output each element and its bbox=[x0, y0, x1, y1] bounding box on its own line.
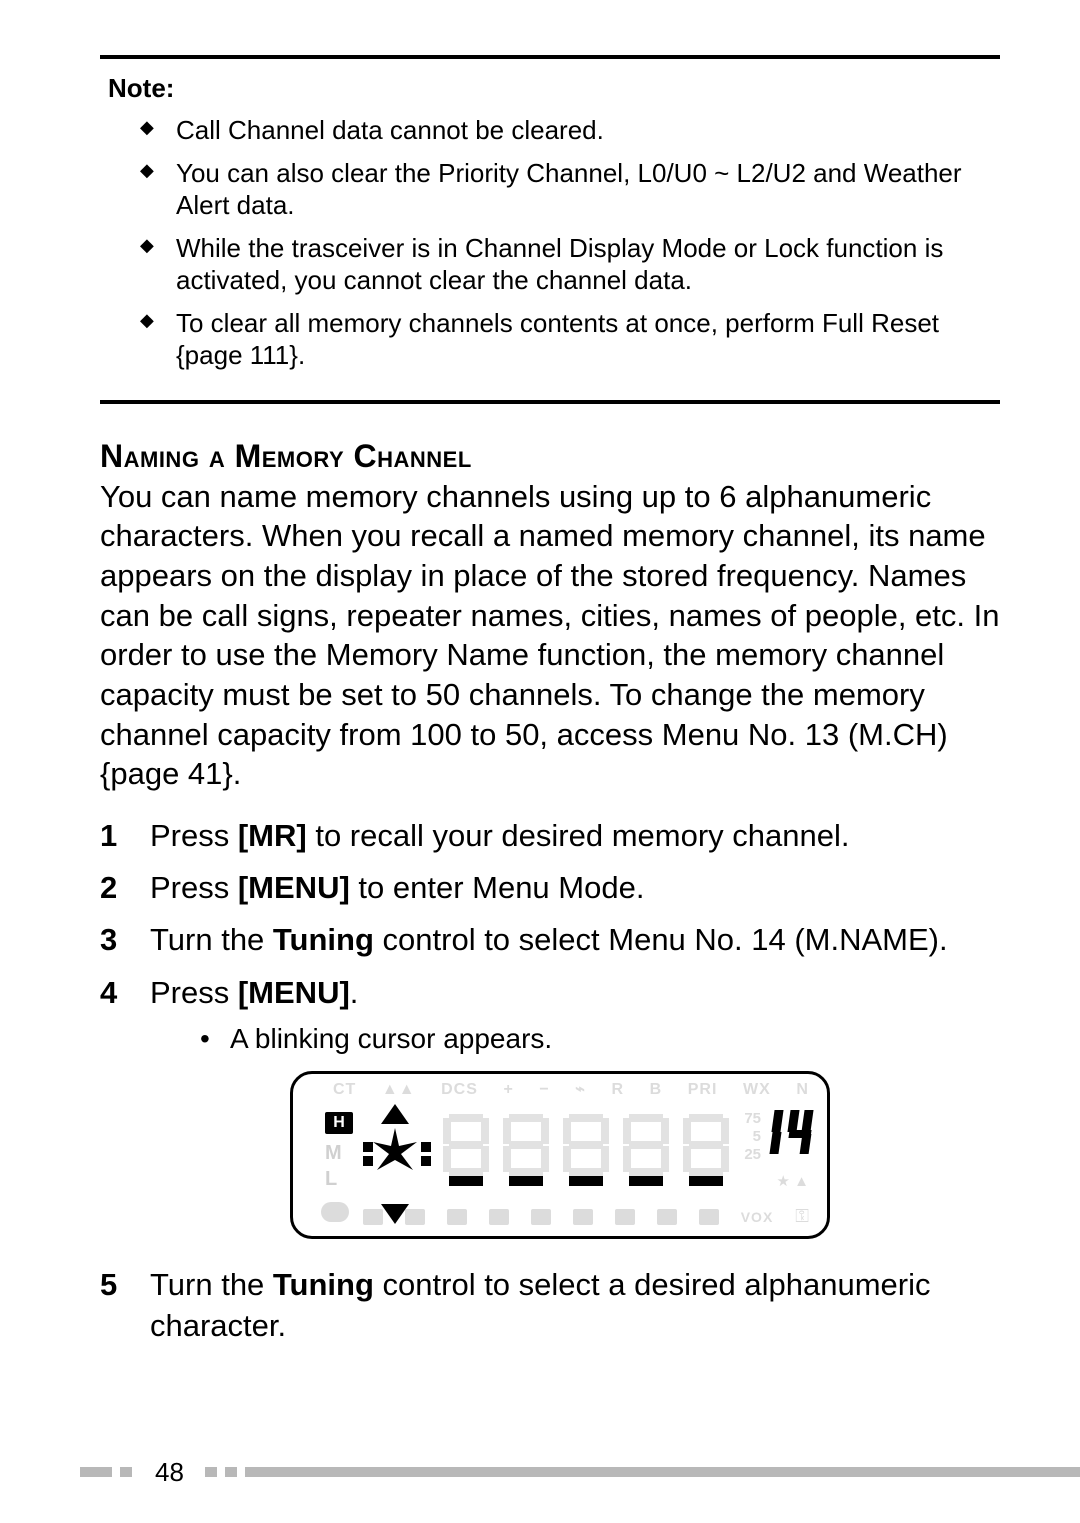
cursor-dash bbox=[509, 1176, 543, 1186]
step-3: Turn the Tuning control to select Menu N… bbox=[100, 920, 1000, 960]
lcd-f-badge bbox=[321, 1202, 349, 1222]
footer-bar bbox=[80, 1467, 112, 1477]
ghost-digit bbox=[443, 1114, 489, 1176]
step-text: Press bbox=[150, 870, 238, 905]
meter-block bbox=[405, 1209, 425, 1225]
lcd-top-indicators: CT ▲▲ DCS + − ⌁ R B PRI WX N bbox=[333, 1080, 809, 1101]
note-box: Note: Call Channel data cannot be cleare… bbox=[100, 55, 1000, 404]
step-text: control to select Menu No. 14 (M.NAME). bbox=[374, 922, 948, 957]
footer-bar bbox=[120, 1467, 132, 1477]
lcd-ind: + bbox=[503, 1080, 513, 1101]
ghost-digit bbox=[623, 1114, 669, 1176]
lcd-ind: R bbox=[611, 1080, 624, 1101]
triangle-up-icon bbox=[381, 1104, 409, 1124]
meter-block bbox=[531, 1209, 551, 1225]
meter-block bbox=[573, 1209, 593, 1225]
lcd-channel-number bbox=[757, 1108, 813, 1166]
cursor-dash bbox=[569, 1176, 603, 1186]
lcd-m-label: M bbox=[325, 1140, 342, 1166]
key-label: Tuning bbox=[273, 922, 374, 957]
meter-block bbox=[699, 1209, 719, 1225]
lcd-ind: DCS bbox=[441, 1080, 478, 1101]
key-label: [MR] bbox=[238, 818, 307, 853]
key-label: Tuning bbox=[273, 1267, 374, 1302]
meter-block bbox=[657, 1209, 677, 1225]
lcd-bottom-row: VOX ⚿ bbox=[363, 1205, 809, 1228]
meter-block bbox=[447, 1209, 467, 1225]
note-list: Call Channel data cannot be cleared. You… bbox=[100, 114, 1000, 372]
ghost-digit bbox=[503, 1114, 549, 1176]
footer-bar bbox=[205, 1467, 217, 1477]
lcd-ind: CT bbox=[333, 1080, 356, 1101]
step-2: Press [MENU] to enter Menu Mode. bbox=[100, 868, 1000, 908]
note-item: You can also clear the Priority Channel,… bbox=[140, 157, 1000, 222]
page-number: 48 bbox=[155, 1457, 184, 1488]
sub-item: A blinking cursor appears. bbox=[200, 1021, 1000, 1057]
digit-4 bbox=[787, 1108, 813, 1156]
page-footer: 48 bbox=[0, 1463, 1080, 1481]
lcd-ghost-digits bbox=[443, 1114, 729, 1176]
cursor-star-icon bbox=[371, 1128, 419, 1176]
lcd-h-badge: H bbox=[325, 1112, 353, 1134]
cursor-tick bbox=[421, 1156, 431, 1166]
step-text: Turn the bbox=[150, 922, 273, 957]
note-item: Call Channel data cannot be cleared. bbox=[140, 114, 1000, 147]
lcd-cursor bbox=[363, 1104, 427, 1194]
steps-list: Press [MR] to recall your desired memory… bbox=[100, 816, 1000, 1346]
sub-list: A blinking cursor appears. bbox=[150, 1021, 1000, 1057]
step-1: Press [MR] to recall your desired memory… bbox=[100, 816, 1000, 856]
lcd-ind: − bbox=[539, 1080, 549, 1101]
note-item: To clear all memory channels contents at… bbox=[140, 307, 1000, 372]
key-label: [MENU] bbox=[238, 975, 350, 1010]
meter-block bbox=[615, 1209, 635, 1225]
section-title: Naming a Memory Channel bbox=[100, 438, 1000, 475]
step-4: Press [MENU]. A blinking cursor appears.… bbox=[100, 973, 1000, 1240]
key-label: [MENU] bbox=[238, 870, 350, 905]
lcd-ind: PRI bbox=[688, 1080, 718, 1101]
step-text: to enter Menu Mode. bbox=[350, 870, 645, 905]
cursor-dash bbox=[629, 1176, 663, 1186]
key-icon: ⚿ bbox=[795, 1205, 809, 1228]
page: Note: Call Channel data cannot be cleare… bbox=[0, 0, 1080, 1523]
lcd-frame: CT ▲▲ DCS + − ⌁ R B PRI WX N H M L bbox=[290, 1071, 830, 1239]
step-text: to recall your desired memory channel. bbox=[307, 818, 850, 853]
note-label: Note: bbox=[108, 73, 1000, 104]
step-text: Turn the bbox=[150, 1267, 273, 1302]
cursor-dash bbox=[449, 1176, 483, 1186]
step-text: . bbox=[350, 975, 359, 1010]
cursor-dash bbox=[689, 1176, 723, 1186]
lcd-ind: ⌁ bbox=[575, 1080, 586, 1101]
lcd-l-label: L bbox=[325, 1166, 337, 1192]
footer-bar bbox=[245, 1467, 1080, 1477]
cursor-tick bbox=[421, 1142, 431, 1152]
step-text: Press bbox=[150, 818, 238, 853]
step-text: Press bbox=[150, 975, 238, 1010]
lcd-ind: B bbox=[650, 1080, 663, 1101]
meter-block bbox=[489, 1209, 509, 1225]
lcd-right-icons: ★ ▲ bbox=[777, 1172, 809, 1192]
lcd-ind: WX bbox=[743, 1080, 771, 1101]
ghost-digit bbox=[683, 1114, 729, 1176]
digit-1 bbox=[759, 1108, 785, 1156]
lcd-display-illustration: CT ▲▲ DCS + − ⌁ R B PRI WX N H M L bbox=[290, 1071, 1000, 1239]
ghost-digit bbox=[563, 1114, 609, 1176]
meter-block bbox=[363, 1209, 383, 1225]
step-5: Turn the Tuning control to select a desi… bbox=[100, 1265, 1000, 1346]
vox-label: VOX bbox=[741, 1208, 774, 1226]
note-item: While the trasceiver is in Channel Displ… bbox=[140, 232, 1000, 297]
footer-bar bbox=[225, 1467, 237, 1477]
section-intro: You can name memory channels using up to… bbox=[100, 477, 1000, 794]
lcd-ind: ▲▲ bbox=[382, 1080, 416, 1101]
lcd-ind: N bbox=[796, 1080, 809, 1101]
